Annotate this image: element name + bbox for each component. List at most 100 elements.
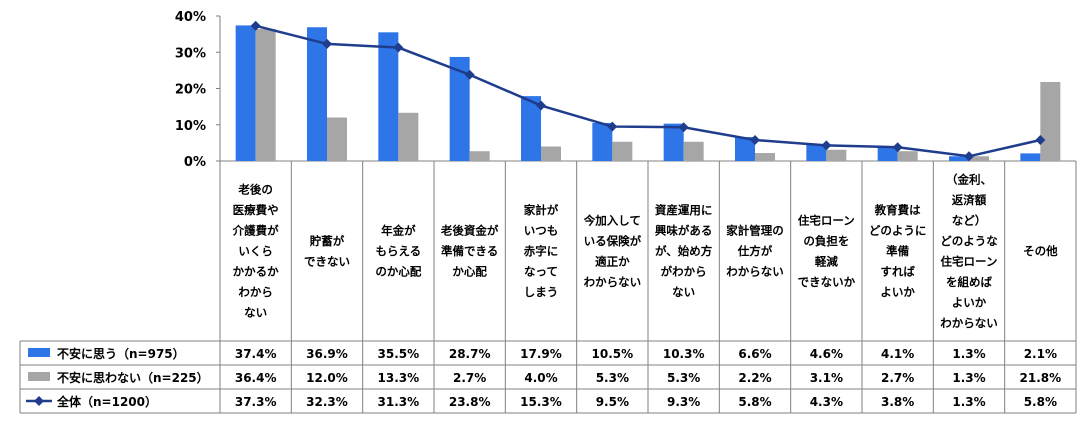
category-label: （金利、返済額など）どのような住宅ローンを組めばよいかわからない	[940, 172, 998, 330]
legend-label: 不安に思わない（n=225）	[57, 370, 209, 385]
table-cell: 12.0%	[306, 371, 348, 385]
bar-anxious	[307, 27, 327, 161]
table-cell: 1.3%	[952, 371, 985, 385]
legend-swatch	[28, 372, 50, 381]
bar-anxious	[735, 137, 755, 161]
line-marker	[892, 142, 903, 153]
bar-anxious	[877, 146, 898, 161]
table-cell: 2.1%	[1024, 347, 1057, 361]
table-cell: 2.7%	[881, 371, 914, 385]
table-cell: 36.4%	[235, 371, 277, 385]
bars	[235, 25, 1061, 161]
table-cell: 2.7%	[453, 371, 486, 385]
category-label: 資産運用に興味があるが、始め方がわからない	[655, 203, 713, 299]
category-label: 住宅ローンの負担を軽減できないか	[798, 213, 856, 289]
bar-not-anxious	[755, 153, 775, 161]
line-series	[250, 20, 1046, 162]
table-cell: 5.3%	[596, 371, 629, 385]
bar-not-anxious	[327, 117, 347, 161]
category-label: 年金がもらえるのか心配	[375, 224, 421, 279]
y-tick-label: 0%	[184, 155, 206, 170]
line-marker	[964, 151, 974, 162]
y-tick-label: 40%	[175, 10, 206, 25]
y-tick-label: 30%	[175, 46, 206, 61]
line-marker	[464, 69, 475, 80]
bar-anxious	[235, 25, 256, 161]
bar-anxious	[1020, 153, 1041, 161]
category-label: 老後の医療費や介護費がいくらかかるかわからない	[232, 183, 279, 320]
table-cell: 5.8%	[738, 395, 771, 409]
line-marker	[607, 121, 618, 132]
table-cell: 35.5%	[378, 347, 420, 361]
y-tick-label: 10%	[175, 119, 206, 134]
bar-not-anxious	[969, 156, 989, 161]
bar-not-anxious	[897, 151, 918, 161]
table-cell: 4.0%	[524, 371, 557, 385]
table-cell: 28.7%	[449, 347, 491, 361]
category-label: 老後資金が準備できるか心配	[440, 224, 499, 279]
table-cell: 3.8%	[881, 395, 914, 409]
category-labels: 老後の医療費や介護費がいくらかかるかわからない貯蓄ができない年金がもらえるのか心…	[232, 172, 1058, 330]
table-cell: 17.9%	[520, 347, 562, 361]
table-cell: 10.3%	[663, 347, 705, 361]
bar-anxious	[449, 56, 470, 161]
table-cell: 37.4%	[235, 347, 277, 361]
data-table: 不安に思う（n=975） 37.4% 36.9% 35.5% 28.7% 17.9% 10.…	[19, 161, 1077, 414]
table-cell: 32.3%	[306, 395, 348, 409]
bar-not-anxious	[826, 149, 847, 161]
table-cell: 13.3%	[378, 371, 420, 385]
category-label: その他	[1023, 244, 1058, 258]
line-marker	[678, 122, 689, 133]
legend-label: 不安に思う（n=975）	[57, 346, 185, 361]
category-label: 貯蓄ができない	[304, 234, 350, 269]
table-cell: 36.9%	[306, 347, 348, 361]
table-cell: 1.3%	[952, 347, 985, 361]
table-cell: 5.8%	[1024, 395, 1057, 409]
table-cell: 31.3%	[378, 395, 420, 409]
line-marker	[1035, 134, 1046, 145]
bar-not-anxious	[398, 112, 419, 161]
table-cell: 4.1%	[881, 347, 914, 361]
category-label: 今加入している保険が適正かわからない	[583, 213, 642, 289]
bar-anxious	[949, 156, 969, 161]
line-total	[255, 24, 1041, 158]
line-marker	[393, 42, 404, 53]
line-marker	[750, 134, 760, 145]
y-tick-label: 20%	[175, 83, 206, 98]
bar-not-anxious	[1040, 81, 1061, 161]
bar-not-anxious	[469, 151, 490, 161]
bar-not-anxious	[255, 29, 276, 161]
bar-not-anxious	[541, 146, 561, 161]
table-cell: 2.2%	[738, 371, 771, 385]
bar-anxious	[521, 96, 541, 161]
table-cell: 10.5%	[592, 347, 634, 361]
bar-anxious	[378, 32, 399, 161]
bar-anxious	[806, 144, 827, 161]
bar-not-anxious	[612, 141, 633, 161]
table-cell: 6.6%	[738, 347, 771, 361]
legend-swatch	[28, 348, 50, 357]
table-cell: 37.3%	[235, 395, 277, 409]
bar-anxious	[663, 123, 684, 161]
line-marker	[821, 140, 832, 151]
table-cell: 9.5%	[596, 395, 629, 409]
table-cell: 4.6%	[810, 347, 843, 361]
table-cell: 3.1%	[810, 371, 843, 385]
category-label: 教育費はどのように準備すればよいか	[869, 203, 927, 299]
bar-not-anxious	[683, 141, 704, 161]
table-cell: 5.3%	[667, 371, 700, 385]
category-label: 家計管理の仕方がわからない	[726, 224, 784, 279]
table-cell: 9.3%	[667, 395, 700, 409]
table-cell: 21.8%	[1020, 371, 1062, 385]
legend-marker	[34, 396, 44, 406]
line-marker	[250, 20, 261, 31]
table-cell: 1.3%	[952, 395, 985, 409]
table-cell: 4.3%	[810, 395, 843, 409]
bar-anxious	[592, 122, 613, 161]
legend-label: 全体（n=1200）	[56, 394, 157, 409]
line-marker	[322, 38, 332, 49]
table-cell: 23.8%	[449, 395, 491, 409]
table-cell: 15.3%	[520, 395, 562, 409]
line-marker	[536, 100, 546, 111]
